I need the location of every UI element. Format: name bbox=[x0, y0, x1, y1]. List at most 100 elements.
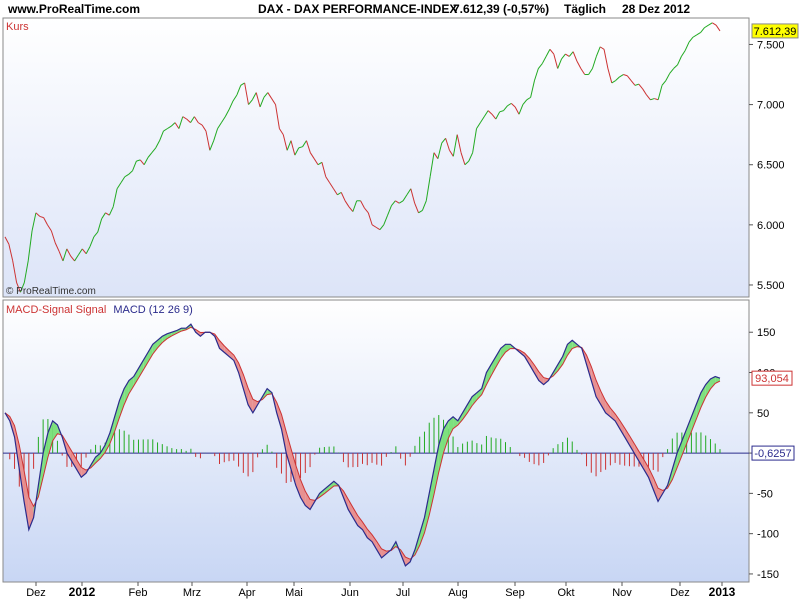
price-segment bbox=[464, 160, 470, 166]
axes-group: 5.5006.0006.5007.0007.500150100500-50-10… bbox=[26, 23, 799, 599]
price-segment bbox=[62, 248, 68, 262]
price-panel bbox=[2, 17, 750, 298]
macd-signal-fill bbox=[619, 420, 625, 437]
price-segment bbox=[568, 51, 574, 57]
macd-signal-fill bbox=[700, 384, 706, 408]
macd-value-badge bbox=[751, 370, 793, 386]
price-segment bbox=[433, 152, 439, 159]
price-segment bbox=[712, 22, 717, 26]
price-segment bbox=[657, 85, 663, 100]
price-segment bbox=[43, 217, 48, 226]
price-segment bbox=[275, 104, 280, 129]
macd-signal-fill bbox=[429, 469, 434, 516]
macd-signal-fill bbox=[586, 355, 592, 381]
last-price-badge bbox=[751, 23, 799, 39]
price-segment bbox=[305, 140, 311, 153]
macd-signal-fill bbox=[238, 362, 244, 389]
price-segment bbox=[692, 34, 698, 38]
price-segment bbox=[441, 137, 446, 144]
macd-signal-fill bbox=[462, 404, 468, 420]
macd-signal-fill bbox=[653, 477, 659, 502]
site-name[interactable]: www.ProRealTime.com bbox=[8, 2, 141, 16]
price-segment bbox=[371, 224, 377, 228]
macd-tick-label: 50 bbox=[757, 408, 769, 420]
price-segment bbox=[201, 124, 207, 132]
macd-signal-fill bbox=[219, 340, 225, 353]
period-label: Täglich bbox=[564, 2, 607, 16]
price-segment bbox=[81, 248, 87, 255]
price-segment bbox=[715, 24, 721, 32]
price-segment bbox=[425, 176, 431, 201]
price-segment bbox=[159, 130, 164, 141]
price-segment bbox=[367, 212, 373, 225]
x-tick-label: Jun bbox=[341, 587, 359, 599]
macd-signal-fill bbox=[24, 470, 29, 530]
price-segment bbox=[263, 92, 269, 98]
macd-signal-fill bbox=[124, 380, 129, 405]
macd-signal-fill bbox=[276, 402, 282, 429]
price-segment bbox=[650, 98, 655, 101]
price-series-group bbox=[4, 22, 721, 293]
price-segment bbox=[518, 104, 524, 115]
macd-signal-fill bbox=[157, 336, 163, 348]
macd-signal-fill bbox=[95, 453, 101, 464]
macd-tick-label: 150 bbox=[757, 327, 775, 339]
price-segment bbox=[708, 22, 713, 26]
x-tick-label: Mrz bbox=[183, 587, 201, 599]
macd-tick-label: -100 bbox=[757, 529, 779, 541]
price-segment bbox=[437, 142, 443, 159]
price-segment bbox=[193, 116, 199, 123]
price-tick-label: 6.500 bbox=[757, 160, 785, 172]
price-segment bbox=[626, 75, 632, 81]
price-panel-title: Kurs bbox=[6, 21, 29, 33]
price-segment bbox=[271, 98, 276, 105]
price-segment bbox=[321, 162, 327, 177]
macd-signal-fill bbox=[329, 481, 334, 490]
price-segment bbox=[507, 102, 512, 107]
macd-signal-fill bbox=[133, 368, 139, 387]
macd-signal-fill bbox=[710, 376, 716, 389]
price-segment bbox=[421, 200, 427, 211]
price-segment bbox=[186, 118, 191, 123]
x-tick-label: Dez bbox=[26, 587, 46, 599]
x-tick-label: Nov bbox=[612, 587, 632, 599]
price-segment bbox=[89, 236, 95, 247]
price-segment bbox=[468, 152, 474, 162]
macd-series-legend: MACD (12 26 9) bbox=[113, 304, 192, 316]
price-segment bbox=[151, 147, 157, 154]
price-segment bbox=[545, 49, 551, 57]
price-segment bbox=[491, 113, 497, 120]
price-segment bbox=[398, 200, 404, 204]
price-segment bbox=[213, 128, 219, 141]
macd-signal-fill bbox=[243, 374, 249, 405]
price-segment bbox=[503, 105, 508, 111]
price-segment bbox=[167, 125, 172, 130]
price-segment bbox=[58, 251, 64, 262]
price-segment bbox=[348, 206, 354, 212]
price-segment bbox=[286, 140, 292, 151]
price-segment bbox=[93, 231, 99, 238]
x-tick-label: Dez bbox=[670, 587, 690, 599]
price-segment bbox=[294, 147, 300, 156]
price-segment bbox=[244, 82, 249, 105]
macd-legend: MACD-Signal Signal MACD (12 26 9) bbox=[6, 304, 193, 316]
price-segment bbox=[375, 226, 381, 231]
macd-signal-fill bbox=[376, 541, 382, 558]
price-segment bbox=[236, 85, 242, 96]
price-segment bbox=[4, 236, 10, 245]
macd-signal-fill bbox=[495, 348, 501, 367]
macd-signal-fill bbox=[362, 521, 368, 538]
price-segment bbox=[619, 74, 624, 78]
price-segment bbox=[530, 80, 535, 98]
macd-series-group bbox=[3, 323, 749, 567]
macd-signal-fill bbox=[319, 489, 325, 498]
price-segment bbox=[495, 111, 501, 120]
quote-value: 7.612,39 (-0,57%) bbox=[453, 2, 550, 16]
price-segment bbox=[124, 173, 129, 178]
price-segment bbox=[449, 150, 454, 157]
x-tick-label: Sep bbox=[505, 587, 525, 599]
macd-signal-fill bbox=[43, 432, 48, 478]
price-segment bbox=[16, 282, 21, 293]
macd-signal-fill bbox=[176, 328, 182, 334]
